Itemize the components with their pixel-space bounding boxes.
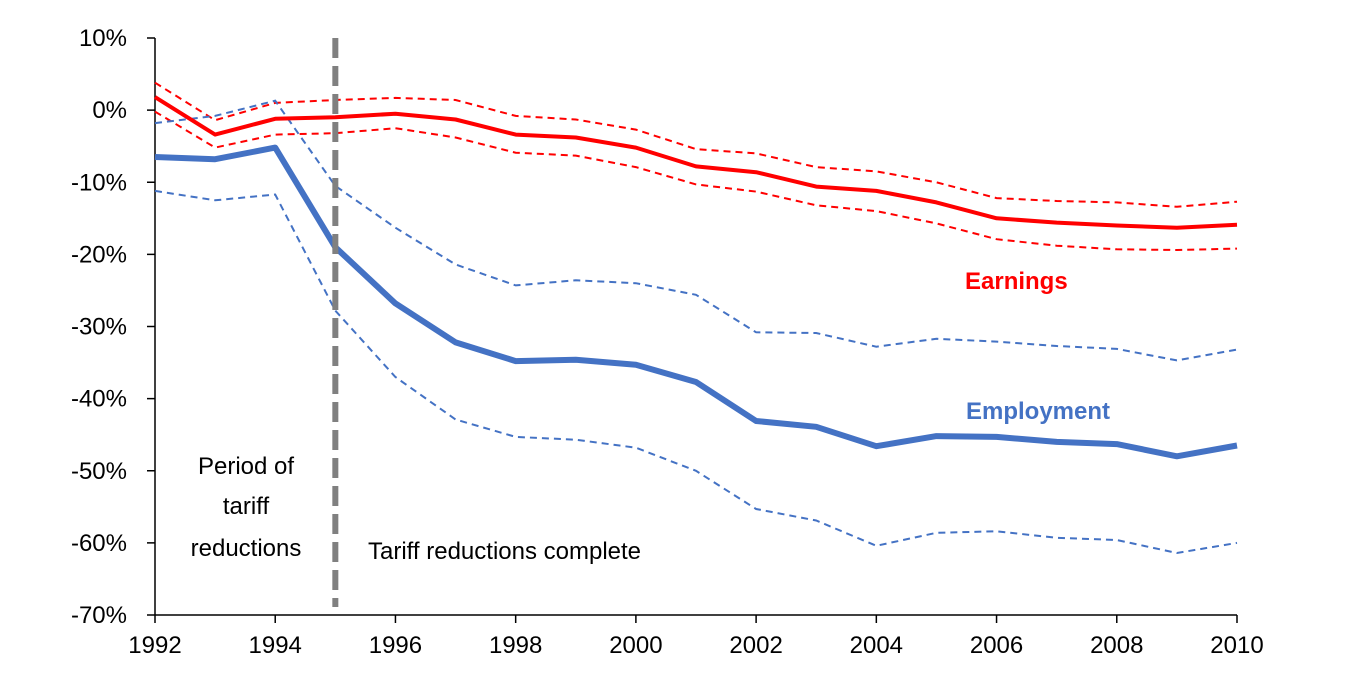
confidence-bands: [154, 81, 1238, 555]
earnings-label: Earnings: [965, 268, 1068, 295]
employment-upper-bound-line: [154, 99, 1238, 362]
earnings-line: [153, 95, 1238, 230]
x-tick-label: 2006: [970, 632, 1023, 659]
axes: [154, 38, 1237, 616]
y-tick-label: 0%: [92, 97, 127, 124]
y-tick-label: -70%: [71, 602, 127, 629]
earnings-upper-bound-line: [154, 81, 1238, 208]
y-tick-label: -60%: [71, 530, 127, 557]
complete-label: Tariff reductions complete: [368, 538, 641, 565]
period-label-line-2: tariff: [223, 493, 270, 520]
y-axis-ticks: 10% 0% -10% -20% -30% -40% -50% -60% -70%: [71, 25, 155, 629]
x-tick-label: 1992: [128, 632, 181, 659]
employment-label: Employment: [966, 398, 1110, 425]
y-tick-label: -30%: [71, 314, 127, 341]
x-tick-label: 2004: [850, 632, 903, 659]
y-tick-label: -10%: [71, 169, 127, 196]
period-label-line-1: Period of: [198, 453, 294, 480]
period-label-line-3: reductions: [191, 535, 302, 562]
x-tick-label: 2002: [729, 632, 782, 659]
employment-lower-bound-line: [154, 189, 1238, 555]
y-tick-label: -40%: [71, 386, 127, 413]
x-tick-label: 2008: [1090, 632, 1143, 659]
x-tick-label: 1996: [369, 632, 422, 659]
x-axis-ticks: 1992 1994 1996 1998 2000 2002 2004 2006 2008 2010: [128, 615, 1264, 659]
x-tick-label: 2000: [609, 632, 662, 659]
x-tick-label: 1994: [249, 632, 302, 659]
x-tick-label: 2010: [1210, 632, 1263, 659]
earnings-lower-bound-line: [154, 110, 1238, 252]
x-tick-label: 1998: [489, 632, 542, 659]
y-tick-label: -20%: [71, 241, 127, 268]
y-tick-label: -50%: [71, 458, 127, 485]
y-tick-label: 10%: [79, 25, 127, 52]
